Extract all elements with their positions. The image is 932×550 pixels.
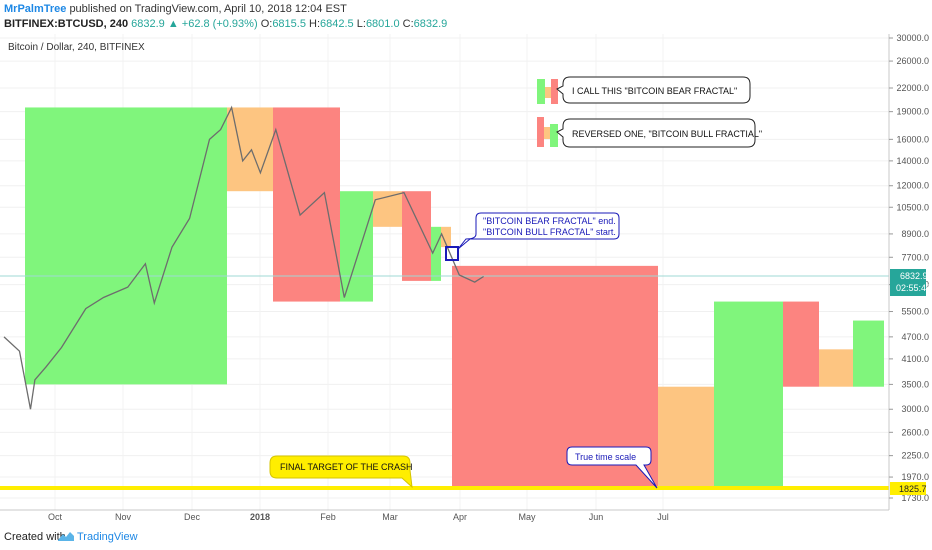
price-tick-label: 1730.0 [901,493,929,503]
bear-swatch-orange-fill [545,87,551,98]
price-tick-label: 3000.0 [901,404,929,414]
fractal-box-red [273,107,340,302]
price-tick-label: 1970.0 [901,472,929,482]
time-tick-label: Nov [115,512,132,522]
price-tick-label: 3500.0 [901,379,929,389]
time-axis-labels: Oct Nov Dec 2018 Feb Mar Apr May Jun Jul [48,512,669,522]
time-tick-label: Jun [589,512,604,522]
price-tick-label: 14000.0 [896,156,929,166]
fractal-box-orange [819,349,853,387]
chart-header: MrPalmTree published on TradingView.com,… [0,0,932,34]
current-price-tag-bg [890,269,926,296]
bull-legend: REVERSED ONE, "BITCOIN BULL FRACTIAL" [537,117,762,148]
fractal-box-orange [658,386,714,490]
fractal-box-red [783,301,819,387]
created-with-label: Created with [4,531,66,543]
time-scale-callout-text: True time scale [575,452,636,462]
high-label: H: [309,18,321,30]
current-price-tag: 6832.9 02:55:49 [890,269,931,296]
time-tick-label: Apr [453,512,467,522]
time-tick-label: Feb [320,512,336,522]
current-price-timer: 02:55:49 [896,283,931,293]
tradingview-logo-icon [58,532,74,541]
author-link[interactable]: MrPalmTree [4,3,67,15]
fractal-box-green [340,191,373,302]
tradingview-brand-link[interactable]: TradingView [77,531,138,543]
bear-swatch-green [537,79,545,104]
fractal-box-red [402,191,431,281]
current-price-value: 6832.9 [900,271,928,281]
target-price-tag-bg [890,482,926,495]
close-label: C: [402,18,414,30]
time-tick-label: Jul [657,512,669,522]
target-line [0,486,889,490]
price-tick-label: 4700.0 [901,332,929,342]
chart-title: Bitcoin / Dollar, 240, BITFINEX [8,42,145,53]
price-tick-label: 30000.0 [896,34,929,43]
time-scale-callout-bubble [566,446,658,489]
fractal-box-green [853,320,884,387]
price-tick-label: 5500.0 [901,307,929,317]
fractal-box-green [431,226,441,281]
fractal-box-green [25,107,227,385]
bull-swatch-orange [544,127,550,139]
fractal-box-green [714,301,783,490]
price-tick-label: 2250.0 [901,451,929,461]
time-tick-label: Oct [48,512,63,522]
bull-callout-text: REVERSED ONE, "BITCOIN BULL FRACTIAL" [572,129,762,139]
bull-callout-bubble [556,118,756,148]
target-callout-text: FINAL TARGET OF THE CRASH [280,462,413,472]
low-value: 6801.0 [365,18,400,30]
price-tick-label: 10500.0 [896,202,929,212]
price-tick-label: 4100.0 [901,354,929,364]
bull-swatch-red [537,117,544,147]
publish-info: published on TradingView.com, April 10, … [69,3,347,15]
fractal-box-orange [441,226,451,248]
bear-legend: I CALL THIS "BITCOIN BEAR FRACTAL" [537,76,751,104]
target-price-tag: 1825.7 [890,482,927,495]
switch-callout-line2: "BITCOIN BULL FRACTAL" start. [483,227,616,237]
publish-line: MrPalmTree published on TradingView.com,… [4,3,347,15]
bull-swatch-green [550,124,558,147]
price-tick-label: 8900.0 [901,229,929,239]
price-tick-label: 19000.0 [896,107,929,117]
low-label: L: [356,18,366,30]
price-tick-label: 2600.0 [901,427,929,437]
price-series-line [3,105,484,410]
bear-swatch-red [551,79,558,104]
symbol-line: BITFINEX:BTCUSD, 240 6832.9 ▲ +62.8 (+0.… [4,18,447,30]
switch-point-marker [445,246,459,261]
high-value: 6842.5 [320,18,354,30]
price-tick-label: 22000.0 [896,83,929,93]
bear-callout-bubble [556,76,751,104]
price-chart[interactable]: Bitcoin / Dollar, 240, BITFINEX I CALL T… [0,34,932,522]
price-tick-label: 26000.0 [896,56,929,66]
price-axis-labels: 30000.0 26000.0 22000.0 19000.0 16000.0 14000… [889,34,929,503]
target-callout-bubble [269,455,413,489]
open-value: 6815.5 [272,18,306,30]
time-tick-label: Mar [382,512,398,522]
switch-callout-bubble [457,212,620,250]
fractal-boxes [25,107,884,490]
time-tick-label: May [518,512,536,522]
symbol-label: BITFINEX:BTCUSD, 240 [4,18,129,30]
open-label: O: [260,18,273,30]
bear-callout-text: I CALL THIS "BITCOIN BEAR FRACTAL" [572,86,737,96]
price-tick-label: 12000.0 [896,181,929,191]
switch-callout-line1: "BITCOIN BEAR FRACTAL" end. [483,216,616,226]
time-tick-label: 2018 [250,512,270,522]
close-value: 6832.9 [413,18,448,30]
time-tick-label: Dec [184,512,201,522]
price-change: 6832.9 ▲ +62.8 (+0.93%) [131,18,258,30]
target-price-value: 1825.7 [899,484,927,494]
footer: Created with TradingView [0,522,932,550]
price-tick-label: 7700.0 [901,252,929,262]
price-tick-label: 16000.0 [896,134,929,144]
